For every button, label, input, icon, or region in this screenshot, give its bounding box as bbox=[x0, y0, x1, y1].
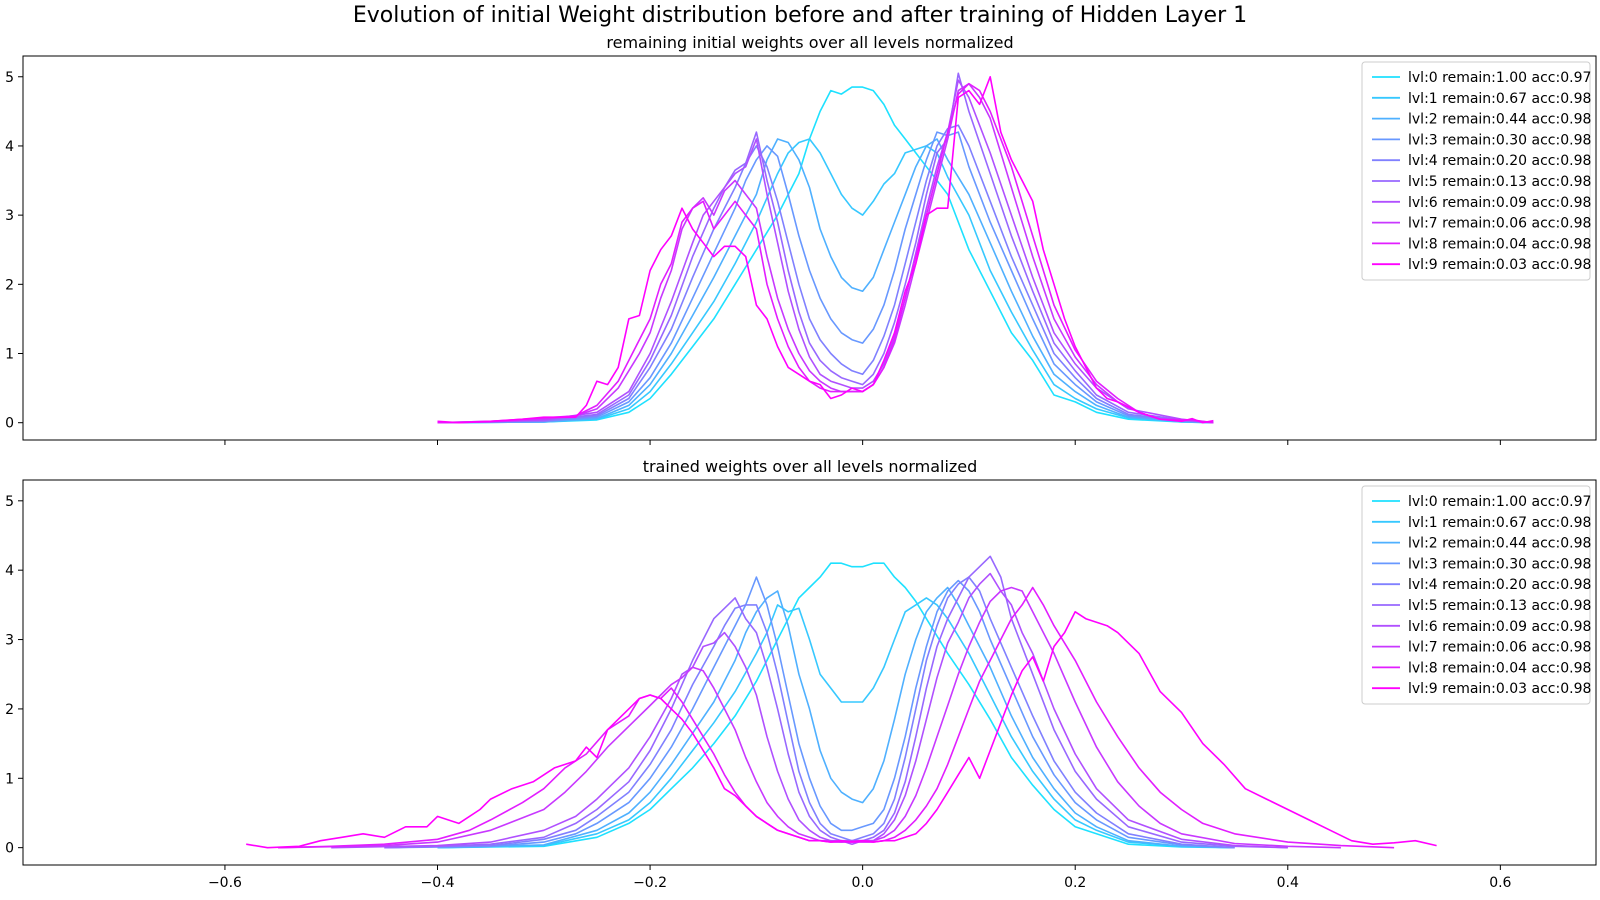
x-tick-label: −0.6 bbox=[208, 875, 242, 891]
legend-entry-label: lvl:3 remain:0.30 acc:0.98 bbox=[1408, 556, 1591, 572]
series-line-lvl-1 bbox=[437, 138, 1214, 424]
y-tick-label: 3 bbox=[5, 633, 14, 649]
figure-suptitle: Evolution of initial Weight distribution… bbox=[353, 3, 1247, 28]
series-line-lvl-9 bbox=[437, 76, 1214, 424]
legend-box bbox=[1361, 61, 1591, 281]
y-tick-label: 5 bbox=[5, 494, 14, 510]
y-tick-label: 1 bbox=[5, 771, 14, 787]
legend-entry-label: lvl:5 remain:0.13 acc:0.98 bbox=[1408, 174, 1591, 190]
legend-entry-label: lvl:6 remain:0.09 acc:0.98 bbox=[1408, 195, 1591, 211]
legend-entry-label: lvl:1 remain:0.67 acc:0.98 bbox=[1408, 91, 1591, 107]
top-subplot-title: remaining initial weights over all level… bbox=[606, 33, 1013, 52]
x-tick-label: 0.6 bbox=[1489, 875, 1511, 891]
legend-entry-label: lvl:3 remain:0.30 acc:0.98 bbox=[1408, 132, 1591, 148]
legend-entry-label: lvl:2 remain:0.44 acc:0.98 bbox=[1408, 536, 1591, 552]
legend-entry-label: lvl:0 remain:1.00 acc:0.97 bbox=[1408, 70, 1591, 86]
y-tick-label: 4 bbox=[5, 139, 14, 155]
series-line-lvl-5 bbox=[437, 72, 1214, 424]
series-line-lvl-6 bbox=[437, 79, 1214, 424]
x-tick-label: 0.0 bbox=[852, 875, 874, 891]
top-subplot: remaining initial weights over all level… bbox=[5, 33, 1597, 445]
bottom-subplot-title: trained weights over all levels normaliz… bbox=[643, 457, 978, 476]
y-tick-label: 5 bbox=[5, 70, 14, 86]
legend-entry-label: lvl:7 remain:0.06 acc:0.98 bbox=[1408, 640, 1591, 656]
bottom-plot-area: 0 1 2 3 4 5 −0.6 −0.4 −0.2 0.0 0.2 0.4 0.6 lvl:0 rema… bbox=[5, 479, 1597, 891]
legend-box bbox=[1361, 485, 1591, 705]
legend-entry-label: lvl:0 remain:1.00 acc:0.97 bbox=[1408, 494, 1591, 510]
top-plot-area: 0 1 2 3 4 5 lvl:0 remain:1.00 acc:0.97 lvl:1 re… bbox=[5, 55, 1597, 445]
x-tick-label: 0.2 bbox=[1064, 875, 1086, 891]
x-tick-label: −0.4 bbox=[421, 875, 455, 891]
legend-entry-label: lvl:7 remain:0.06 acc:0.98 bbox=[1408, 216, 1591, 232]
series-line-lvl-2 bbox=[437, 138, 1214, 424]
y-tick-label: 0 bbox=[5, 841, 14, 857]
legend-entry-label: lvl:9 remain:0.03 acc:0.98 bbox=[1408, 257, 1591, 273]
legend-entry-label: lvl:5 remain:0.13 acc:0.98 bbox=[1408, 598, 1591, 614]
legend: lvl:0 remain:1.00 acc:0.97 lvl:1 remain:0… bbox=[1361, 61, 1591, 281]
y-tick-label: 3 bbox=[5, 208, 14, 224]
series-line-lvl-0 bbox=[437, 86, 1214, 424]
series-line-lvl-0 bbox=[437, 562, 1235, 849]
x-tick-label: −0.2 bbox=[633, 875, 667, 891]
y-tick-label: 0 bbox=[5, 416, 14, 432]
legend-entry-label: lvl:1 remain:0.67 acc:0.98 bbox=[1408, 515, 1591, 531]
legend-entry-label: lvl:8 remain:0.04 acc:0.98 bbox=[1408, 660, 1591, 676]
legend-entry-label: lvl:4 remain:0.20 acc:0.98 bbox=[1408, 577, 1591, 593]
y-tick-label: 2 bbox=[5, 702, 14, 718]
legend: lvl:0 remain:1.00 acc:0.97 lvl:1 remain:0… bbox=[1361, 485, 1591, 705]
series-line-lvl-1 bbox=[437, 597, 1235, 849]
legend-entry-label: lvl:4 remain:0.20 acc:0.98 bbox=[1408, 153, 1591, 169]
series-line-lvl-8 bbox=[278, 586, 1395, 849]
legend-entry-label: lvl:6 remain:0.09 acc:0.98 bbox=[1408, 619, 1591, 635]
series-line-lvl-2 bbox=[437, 586, 1235, 849]
bottom-subplot: trained weights over all levels normaliz… bbox=[5, 457, 1597, 891]
series-line-lvl-4 bbox=[437, 124, 1214, 424]
y-tick-label: 4 bbox=[5, 563, 14, 579]
legend-entry-label: lvl:8 remain:0.04 acc:0.98 bbox=[1408, 236, 1591, 252]
legend-entry-label: lvl:2 remain:0.44 acc:0.98 bbox=[1408, 112, 1591, 128]
series-group bbox=[437, 72, 1214, 424]
series-line-lvl-4 bbox=[384, 576, 1235, 849]
y-tick-label: 1 bbox=[5, 347, 14, 363]
series-line-lvl-3 bbox=[384, 576, 1235, 849]
legend-entry-label: lvl:9 remain:0.03 acc:0.98 bbox=[1408, 681, 1591, 697]
series-group bbox=[246, 555, 1437, 849]
x-tick-label: 0.4 bbox=[1277, 875, 1299, 891]
series-line-lvl-3 bbox=[437, 131, 1214, 424]
series-line-lvl-9 bbox=[246, 611, 1437, 849]
y-tick-label: 2 bbox=[5, 277, 14, 293]
axes-frame bbox=[22, 55, 1597, 441]
axes-frame bbox=[22, 479, 1597, 866]
series-line-lvl-7 bbox=[437, 82, 1214, 424]
series-line-lvl-8 bbox=[437, 82, 1214, 424]
